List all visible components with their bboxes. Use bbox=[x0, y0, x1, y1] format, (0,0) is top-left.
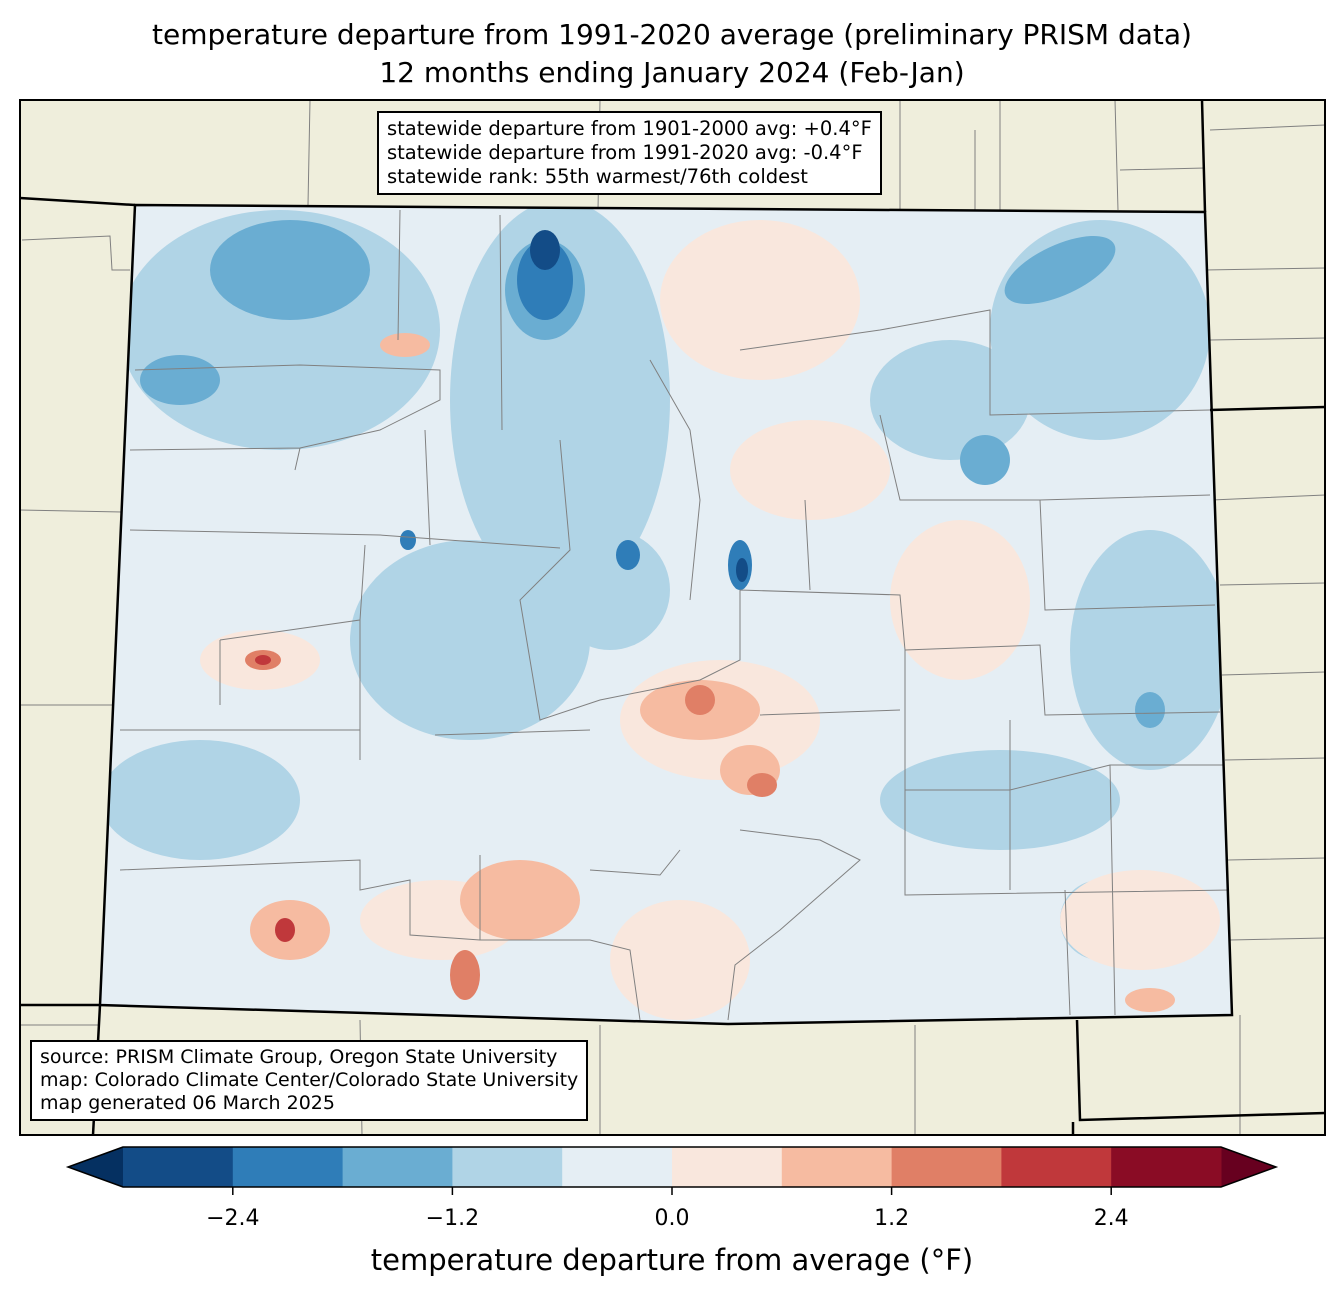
colorbar-under-extension bbox=[68, 1147, 123, 1187]
colorbar-bin bbox=[781, 1147, 893, 1187]
map-subtitle: 12 months ending January 2024 (Feb-Jan) bbox=[379, 56, 965, 89]
colorbar-tick-label: 0.0 bbox=[654, 1206, 690, 1231]
colorbar-tick-label: 1.2 bbox=[874, 1206, 910, 1231]
colorbar-bin bbox=[1001, 1147, 1112, 1187]
map-frame bbox=[19, 99, 1326, 1136]
colorbar-over-extension bbox=[1221, 1147, 1276, 1187]
colorado-state-border bbox=[98, 203, 1234, 1026]
colorbar-bin bbox=[1111, 1147, 1222, 1187]
colorbar-tick-label: 2.4 bbox=[1093, 1206, 1129, 1231]
source-line: source: PRISM Climate Group, Oregon Stat… bbox=[40, 1046, 558, 1068]
colorbar-bin bbox=[452, 1147, 563, 1187]
map-title: temperature departure from 1991-2020 ave… bbox=[152, 18, 1192, 51]
colorbar-tick-label: −2.4 bbox=[206, 1206, 260, 1231]
source-box: source: PRISM Climate Group, Oregon Stat… bbox=[30, 1040, 589, 1121]
colorbar-bin bbox=[562, 1147, 673, 1187]
stats-line-1991-2020: statewide departure from 1991-2020 avg: … bbox=[387, 141, 863, 164]
colorbar-bin bbox=[891, 1147, 1002, 1187]
stats-line-1901-2000: statewide departure from 1901-2000 avg: … bbox=[387, 117, 872, 140]
generated-date-line: map generated 06 March 2025 bbox=[40, 1092, 335, 1114]
colorbar bbox=[65, 1146, 1279, 1195]
colorbar-bin bbox=[342, 1147, 453, 1187]
map-credit-line: map: Colorado Climate Center/Colorado St… bbox=[40, 1069, 579, 1091]
colorbar-label: temperature departure from average (°F) bbox=[370, 1243, 974, 1277]
colorbar-bin bbox=[672, 1147, 783, 1187]
colorbar-outline bbox=[65, 1146, 1279, 1188]
temperature-departure-field bbox=[100, 205, 1232, 1024]
colorbar-bin bbox=[123, 1147, 234, 1187]
stats-line-rank: statewide rank: 55th warmest/76th coldes… bbox=[387, 165, 808, 188]
colorbar-bin bbox=[232, 1147, 344, 1187]
colorbar-tick-label: −1.2 bbox=[425, 1206, 480, 1231]
county-lines bbox=[119, 209, 1231, 1021]
neighbor-county-lines bbox=[19, 99, 1326, 1136]
statewide-stats-box: statewide departure from 1901-2000 avg: … bbox=[377, 111, 882, 195]
